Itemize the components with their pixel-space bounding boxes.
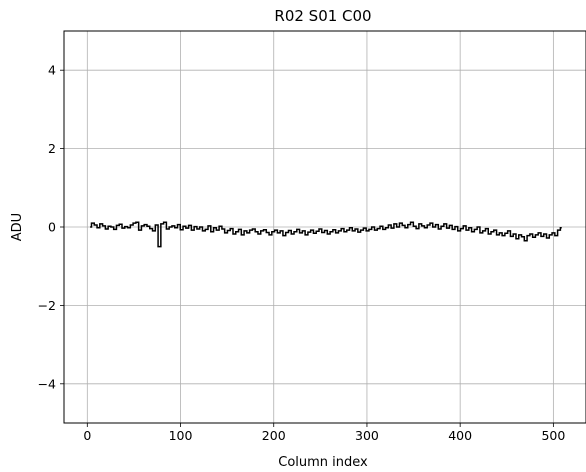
series-line-0 [90, 221, 562, 248]
x-tick-label: 400 [448, 428, 472, 443]
x-tick-label: 200 [262, 428, 286, 443]
chart-title: R02 S01 C00 [274, 7, 371, 25]
y-tick-label: −2 [38, 298, 56, 313]
x-axis-label: Column index [278, 455, 368, 470]
x-tick-label: 500 [541, 428, 565, 443]
grid [64, 31, 586, 423]
plot-area [90, 221, 562, 248]
y-axis-label: ADU [10, 213, 25, 241]
y-tick-label: 2 [48, 141, 56, 156]
y-tick-label: 0 [48, 220, 56, 235]
x-tick-label: 300 [355, 428, 379, 443]
axis-ticks: 0 100 200 300 400 500 −4 −2 0 2 4 [38, 63, 566, 443]
x-tick-label: 0 [83, 428, 91, 443]
y-tick-label: 4 [48, 63, 56, 78]
x-tick-label: 100 [169, 428, 193, 443]
y-tick-label: −4 [38, 376, 56, 391]
